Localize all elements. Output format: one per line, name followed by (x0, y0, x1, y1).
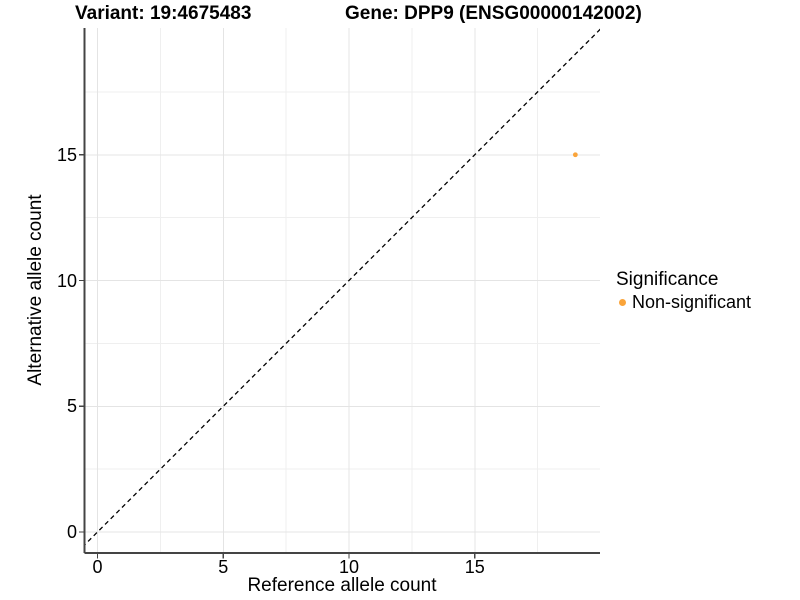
plot-title-gene: Gene: DPP9 (ENSG00000142002) (345, 3, 642, 24)
legend-item-label: Non-significant (632, 291, 752, 312)
y-tick-label: 10 (56, 270, 77, 291)
x-tick-label: 15 (464, 557, 485, 577)
data-point (572, 152, 578, 158)
x-tick-label: 0 (92, 557, 103, 577)
y-tick-label: 15 (56, 144, 77, 165)
x-tick-label: 5 (218, 557, 229, 577)
y-tick-label: 5 (66, 396, 77, 417)
x-tick-label: 10 (338, 557, 360, 577)
legend-title: Significance (616, 269, 719, 290)
y-tick-label: 0 (66, 522, 77, 542)
legend-item-non-significant: Non-significant (616, 292, 751, 312)
identity-dashed-line (84, 28, 600, 546)
plot-title-variant: Variant: 19:4675483 (75, 3, 252, 24)
x-axis-title: Reference allele count (247, 575, 437, 596)
legend-point-icon (619, 298, 626, 306)
